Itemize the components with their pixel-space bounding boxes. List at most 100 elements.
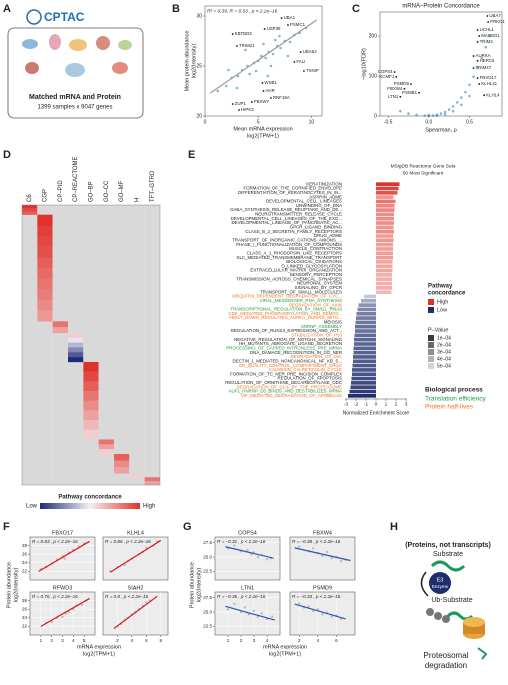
y-tick-label: 25.0: [203, 609, 212, 614]
y-tick-label: 25.0: [203, 554, 212, 559]
annotation: R = –0.38 , p < 2.2e–16: [292, 539, 341, 544]
point: [262, 42, 265, 46]
cohort-box: [7, 27, 144, 119]
x-tick-label: 3: [405, 401, 408, 407]
category-label: FORMATION_OF_THE_CORNIFIED_ENVELOPE: [244, 186, 343, 191]
x-tick-label: 3: [61, 638, 64, 643]
heatmap-cell: [144, 481, 160, 486]
legend-label: 2e–04: [437, 342, 451, 348]
column-label: TFT–GTRD: [150, 170, 156, 202]
point: [321, 613, 324, 616]
point: [443, 113, 447, 116]
x-tick-label: 8: [160, 638, 163, 643]
fit-line: [225, 546, 274, 559]
x-tick-label: 5: [257, 119, 260, 125]
labeled-point: [403, 87, 406, 90]
y-tick-label: 25: [196, 63, 202, 69]
x-tick-label: 10: [309, 119, 315, 125]
bar: [376, 186, 399, 191]
column-label: GO–CC: [104, 180, 110, 202]
heatmap-cell: [68, 332, 84, 338]
category-label: CALNEXIN_CALRETICULIN_CYCLE: [269, 367, 342, 372]
point: [265, 558, 269, 561]
substrate-shape: [430, 560, 466, 572]
heatmap-na: [22, 205, 38, 485]
point-label: PSMD9: [394, 81, 410, 86]
category-label: DEVELOPMENTAL_CELL_LINEAGES_OF_THE_EXO..…: [231, 216, 342, 221]
point: [468, 83, 471, 87]
category-label: TRANSMISSION_ACROSS_CHEMICAL_SYNAPSES: [236, 276, 342, 281]
x-tick-label: -3: [344, 401, 349, 407]
legend-title: Biological process: [425, 387, 483, 394]
organ-icon: [22, 39, 38, 49]
point-label: COPS4: [378, 69, 393, 74]
category-label: REGULATION_OF_APOPTOSIS: [278, 376, 343, 381]
bar: [376, 247, 393, 251]
bar: [376, 281, 392, 286]
category-label: AUF1_HNRNP_D0_BINDS_AND_DESTABILIZES_MRN…: [229, 389, 342, 394]
y-tick-label: 20: [196, 113, 202, 119]
bar: [376, 195, 394, 199]
e3-enzyme: [429, 572, 451, 594]
organ-icon: [118, 40, 132, 50]
column-label: CGP: [43, 189, 49, 202]
category-label: CLASS_B_2_SECRETIN_FAMILY_RECEPTORS: [245, 229, 342, 234]
ubiquitin: [426, 608, 434, 616]
labeled-point: [399, 95, 402, 98]
bar: [364, 294, 376, 299]
heatmap-cell: [22, 205, 38, 209]
bar: [354, 333, 376, 338]
bar: [376, 251, 393, 256]
bar: [352, 372, 376, 377]
labeled-point: [280, 17, 283, 19]
point: [145, 546, 148, 549]
point: [247, 613, 250, 616]
heatmap-na: [52, 205, 68, 485]
organ-icon: [96, 36, 110, 50]
y-axis-label: Mean protein abundance: [184, 31, 190, 92]
point: [246, 548, 249, 552]
point: [321, 554, 324, 558]
point: [236, 74, 240, 78]
labeled-point: [293, 61, 296, 63]
heatmap-cell: [68, 352, 84, 358]
panel-label: D: [3, 149, 11, 161]
point-label: USP39: [267, 26, 281, 31]
point: [460, 103, 463, 107]
fit-line: [109, 539, 162, 573]
proteasome: [463, 617, 485, 627]
point: [307, 605, 310, 608]
point: [286, 54, 290, 58]
column-label: H: [135, 198, 141, 202]
category-label: TRANSCRIPTIONAL_REGULATION_BY_SMALL_RNAS: [230, 307, 342, 312]
point: [316, 608, 320, 611]
labeled-point: [476, 59, 479, 62]
heatmap-cell: [83, 361, 99, 372]
category-label: REGULATION_OF_RUNX3_EXPRESSION_AND_ACT..…: [231, 328, 342, 333]
x-tick-label: 6: [145, 638, 148, 643]
plot-frame: [102, 536, 169, 581]
labeled-point: [418, 91, 420, 94]
point: [271, 615, 274, 618]
labeled-point: [472, 67, 475, 69]
bar: [356, 316, 376, 320]
category-label: ASPIRIN_ADME: [309, 194, 342, 199]
diagram-label: degradation: [425, 661, 467, 670]
labeled-point: [238, 109, 240, 111]
x-tick-label: 6: [335, 638, 338, 643]
category-label: KERATINIZATION: [306, 181, 342, 186]
category-label: SIGNALING_BY_GPCR: [295, 285, 342, 290]
point: [415, 113, 418, 117]
category-label: DECTIN_1_MEDIATED_NONCANONICAL_NF_KB_S..…: [233, 358, 342, 363]
labeled-point: [483, 94, 486, 97]
point: [269, 64, 273, 68]
point: [330, 557, 333, 560]
plot-frame: [379, 11, 503, 117]
category-label: BIOLOGICAL_OXIDATIONS: [286, 259, 342, 264]
heatmap-cell: [83, 429, 99, 440]
labeled-point: [486, 15, 489, 17]
bar: [352, 368, 376, 372]
category-label: FORMATION_OF_TC_NER_PRE_INCISION_COMPLEX: [230, 371, 342, 376]
plot-frame: [204, 5, 323, 117]
